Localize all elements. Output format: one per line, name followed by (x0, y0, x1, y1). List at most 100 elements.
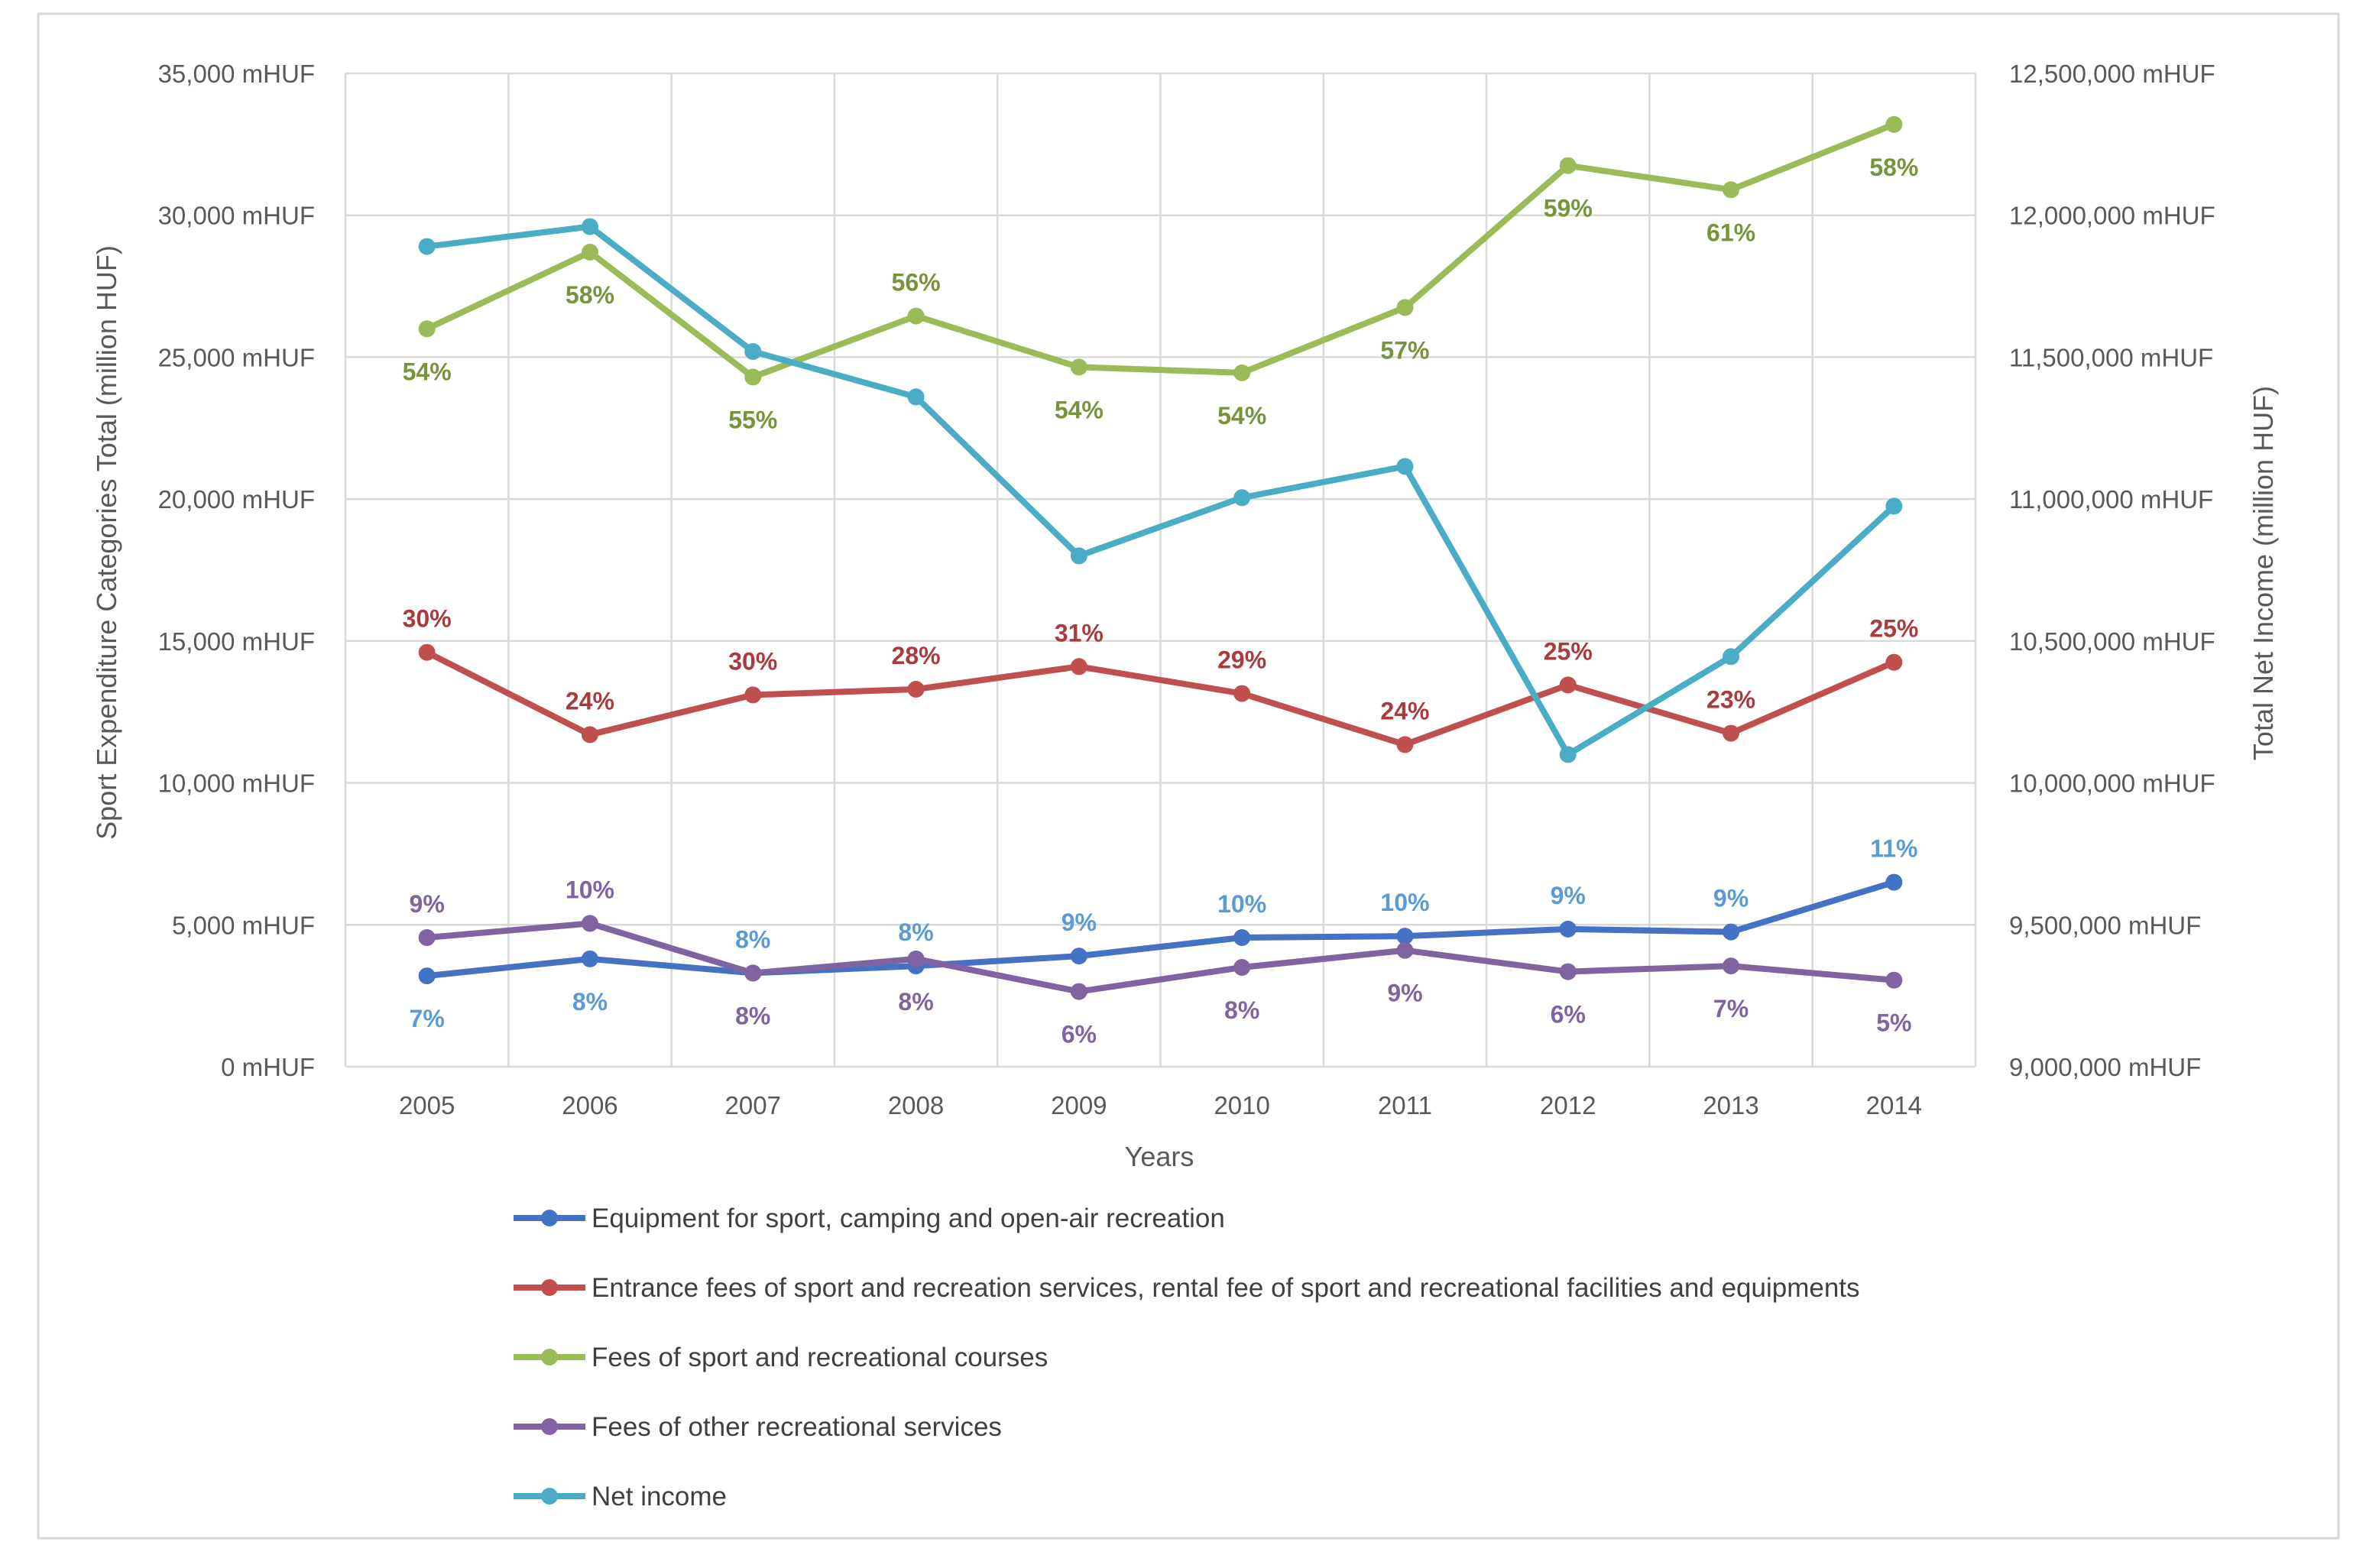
data-point (744, 368, 762, 386)
data-point (1233, 364, 1251, 381)
x-tick-label: 2006 (562, 1091, 617, 1119)
legend-swatch-marker (541, 1349, 558, 1366)
x-tick-label: 2014 (1866, 1091, 1922, 1119)
data-point (418, 929, 436, 946)
data-label: 24% (1380, 697, 1429, 724)
series-line (423, 920, 1898, 995)
x-tick-label: 2013 (1703, 1091, 1758, 1119)
data-point (1396, 299, 1414, 316)
data-point (907, 307, 925, 325)
legend-swatch-marker (541, 1488, 558, 1505)
data-label: 25% (1544, 637, 1593, 665)
data-label: 8% (898, 988, 933, 1016)
data-point (1559, 746, 1577, 763)
data-point (1723, 181, 1740, 199)
y2-tick-label: 9,500,000 mHUF (2009, 911, 2201, 939)
legend-label: Equipment for sport, camping and open-ai… (592, 1204, 1225, 1233)
y-tick-label: 5,000 mHUF (172, 911, 315, 939)
data-point (1070, 658, 1087, 675)
data-point (1885, 873, 1903, 891)
data-label: 30% (728, 647, 777, 675)
data-label: 61% (1706, 219, 1755, 246)
series-line (423, 223, 1898, 758)
y2-tick-label: 12,500,000 mHUF (2009, 60, 2215, 88)
data-label: 8% (1224, 996, 1259, 1024)
data-point (418, 238, 436, 255)
y-tick-label: 20,000 mHUF (158, 485, 315, 513)
data-label: 59% (1544, 195, 1593, 222)
x-tick-label: 2010 (1214, 1091, 1269, 1119)
data-point (744, 343, 762, 360)
data-point (581, 915, 598, 932)
data-point (1070, 983, 1087, 1000)
data-point (744, 686, 762, 704)
data-point (1396, 928, 1414, 945)
legend-label: Fees of other recreational services (592, 1412, 1002, 1442)
data-point (1070, 358, 1087, 376)
data-point (907, 388, 925, 406)
x-tick-label: 2012 (1540, 1091, 1596, 1119)
data-label: 9% (1061, 909, 1097, 936)
data-point (1559, 963, 1577, 980)
data-point (1559, 920, 1577, 938)
x-tick-label: 2009 (1051, 1091, 1107, 1119)
data-label: 58% (566, 281, 614, 309)
data-label: 7% (410, 1005, 445, 1032)
legend-swatch-marker (541, 1418, 558, 1435)
data-label: 28% (892, 642, 941, 669)
y2-tick-label: 9,000,000 mHUF (2009, 1053, 2201, 1081)
data-label: 8% (735, 925, 770, 953)
data-point (1723, 648, 1740, 666)
data-label: 9% (1713, 885, 1749, 912)
series-line (423, 121, 1898, 381)
data-label: 56% (892, 269, 941, 296)
data-label: 25% (1869, 615, 1918, 643)
data-label: 10% (1380, 889, 1429, 916)
y-tick-label: 25,000 mHUF (158, 343, 315, 371)
y-tick-label: 35,000 mHUF (158, 60, 315, 88)
legend-label: Net income (592, 1482, 727, 1511)
data-point (1070, 948, 1087, 965)
data-label: 31% (1055, 619, 1104, 646)
data-label: 10% (1217, 890, 1266, 918)
data-point (1396, 736, 1414, 753)
data-point (1885, 497, 1903, 515)
legend: Equipment for sport, camping and open-ai… (514, 1204, 1860, 1511)
data-point (1885, 653, 1903, 671)
gridlines (344, 72, 1977, 1068)
data-label: 24% (566, 687, 614, 714)
y2-tick-label: 10,000,000 mHUF (2009, 769, 2215, 798)
legend-label: Entrance fees of sport and recreation se… (592, 1273, 1860, 1303)
y-tick-label: 30,000 mHUF (158, 202, 315, 230)
y-tick-label: 0 mHUF (221, 1053, 315, 1081)
data-label: 54% (1217, 402, 1266, 429)
data-point (907, 681, 925, 698)
data-label: 54% (403, 358, 452, 385)
y2-tick-label: 11,000,000 mHUF (2009, 485, 2213, 513)
data-label: 54% (1055, 396, 1104, 423)
legend-swatch-marker (541, 1279, 558, 1296)
legend-label: Fees of sport and recreational courses (592, 1343, 1048, 1372)
data-label: 5% (1876, 1009, 1911, 1037)
y-axis-title: Sport Expenditure Categories Total (mill… (91, 245, 122, 840)
y2-axis-title: Total Net Income (million HUF) (2248, 386, 2279, 760)
data-label: 7% (1713, 995, 1749, 1022)
y2-tick-label: 12,000,000 mHUF (2009, 202, 2215, 230)
data-point (1396, 941, 1414, 959)
data-label: 6% (1551, 1001, 1586, 1029)
series-lines (418, 115, 1903, 1000)
data-point (907, 950, 925, 967)
data-point (581, 218, 598, 235)
legend-swatch-marker (541, 1210, 558, 1226)
data-point (418, 320, 436, 338)
data-label: 8% (898, 918, 933, 946)
x-tick-label: 2011 (1378, 1091, 1432, 1119)
data-label: 10% (566, 876, 614, 903)
x-tick-label: 2005 (399, 1091, 455, 1119)
data-label: 58% (1869, 154, 1918, 181)
data-label: 55% (728, 406, 777, 433)
data-point (581, 950, 598, 967)
chart-border (37, 12, 2340, 1540)
data-label: 8% (735, 1002, 770, 1029)
